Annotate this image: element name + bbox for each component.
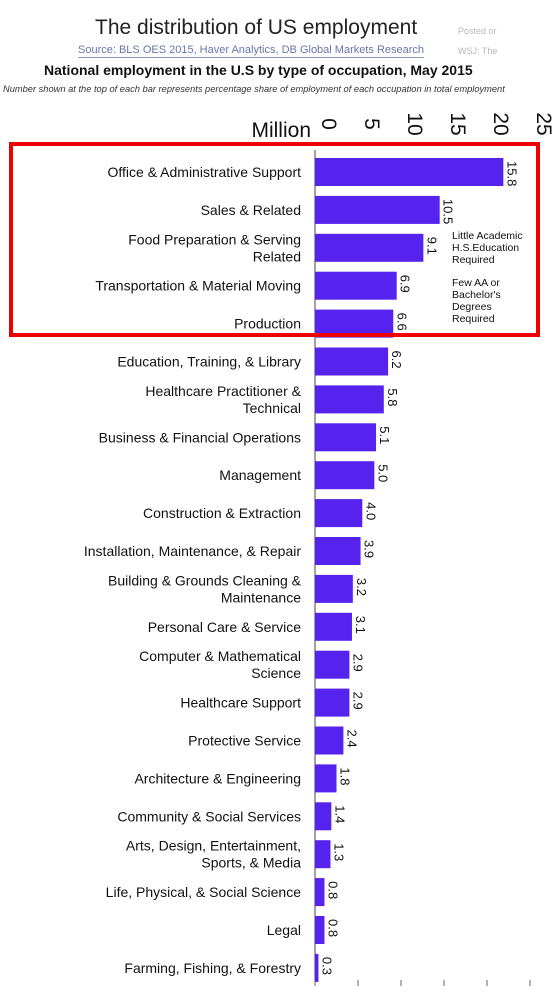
bar bbox=[315, 764, 337, 793]
category-label: Production bbox=[234, 316, 301, 332]
category-label: Legal bbox=[267, 922, 301, 938]
bar bbox=[315, 309, 394, 338]
category-label: Community & Social Services bbox=[117, 808, 301, 824]
category-label: Sales & Related bbox=[201, 202, 301, 218]
annotation-little-academic: Little Academic H.S.Education Required bbox=[452, 230, 523, 266]
chart-title: The distribution of US employment bbox=[95, 16, 418, 39]
category-label: Protective Service bbox=[188, 733, 301, 749]
value-label: 9.1 bbox=[424, 237, 439, 255]
category-label: Life, Physical, & Social Science bbox=[106, 884, 302, 900]
value-label: 6.6 bbox=[394, 313, 409, 331]
tick-label: 20 bbox=[489, 112, 512, 135]
bar bbox=[315, 499, 363, 528]
bar bbox=[315, 688, 350, 717]
value-label: 3.1 bbox=[353, 616, 368, 634]
bar bbox=[315, 840, 331, 869]
category-label: Construction & Extraction bbox=[143, 505, 301, 521]
bar bbox=[315, 461, 375, 490]
value-label: 2.9 bbox=[350, 692, 365, 710]
category-label: Farming, Fishing, & Forestry bbox=[124, 960, 301, 976]
value-label: 2.4 bbox=[344, 730, 359, 748]
value-label: 5.0 bbox=[375, 464, 390, 482]
chart-subtitle: National employment in the U.S by type o… bbox=[44, 62, 473, 78]
category-label: Related bbox=[253, 248, 301, 264]
category-label: Education, Training, & Library bbox=[117, 354, 301, 370]
value-label: 1.4 bbox=[332, 805, 347, 823]
category-label: Business & Financial Operations bbox=[99, 429, 301, 445]
value-label: 3.2 bbox=[354, 578, 369, 596]
category-label: Building & Grounds Cleaning & bbox=[108, 572, 302, 588]
bar bbox=[315, 802, 332, 831]
value-label: 15.8 bbox=[504, 161, 519, 186]
value-label: 0.3 bbox=[319, 957, 334, 975]
category-label: Sports, & Media bbox=[201, 855, 301, 871]
bar bbox=[315, 423, 377, 452]
bar bbox=[315, 953, 319, 982]
category-label: Healthcare Support bbox=[180, 695, 301, 711]
bar bbox=[315, 158, 504, 186]
value-label: 0.8 bbox=[325, 919, 340, 937]
category-label: Computer & Mathematical bbox=[139, 648, 301, 664]
value-label: 0.8 bbox=[325, 881, 340, 899]
category-label: Maintenance bbox=[221, 589, 301, 605]
bar bbox=[315, 878, 325, 907]
category-label: Arts, Design, Entertainment, bbox=[126, 838, 301, 854]
category-label: Management bbox=[219, 467, 301, 483]
category-label: Food Preparation & Serving bbox=[128, 231, 301, 247]
tick-label: 15 bbox=[446, 112, 469, 135]
category-label: Architecture & Engineering bbox=[134, 770, 301, 786]
category-label: Science bbox=[251, 665, 301, 681]
tick-label: 0 bbox=[317, 118, 340, 130]
value-label: 1.3 bbox=[331, 843, 346, 861]
bar bbox=[315, 650, 350, 679]
category-label: Personal Care & Service bbox=[148, 619, 302, 635]
value-label: 5.8 bbox=[385, 388, 400, 406]
annotation-few-degrees: Few AA or Bachelor's Degrees Required bbox=[452, 277, 501, 325]
tick-label: 5 bbox=[360, 118, 383, 130]
value-label: 2.9 bbox=[350, 654, 365, 672]
value-label: 6.9 bbox=[398, 275, 413, 293]
value-label: 3.9 bbox=[362, 540, 377, 558]
value-label: 5.1 bbox=[377, 426, 392, 444]
background-posted-text: Posted or bbox=[458, 26, 497, 36]
highlight-box bbox=[9, 142, 540, 337]
background-wsj-text: WSJ: The bbox=[458, 46, 498, 56]
value-label: 1.8 bbox=[338, 767, 353, 785]
bar bbox=[315, 537, 361, 565]
bar bbox=[315, 347, 389, 376]
bar bbox=[315, 385, 384, 414]
category-label: Technical bbox=[243, 400, 301, 416]
chart-note: Number shown at the top of each bar repr… bbox=[3, 84, 505, 94]
tick-label: 25 bbox=[532, 112, 555, 135]
value-label: 4.0 bbox=[363, 502, 378, 520]
category-label: Transportation & Material Moving bbox=[95, 278, 301, 294]
bar bbox=[315, 233, 424, 262]
bar bbox=[315, 916, 325, 944]
bar bbox=[315, 726, 344, 755]
bar bbox=[315, 612, 352, 641]
chart-source[interactable]: Source: BLS OES 2015, Haver Analytics, D… bbox=[78, 44, 425, 58]
category-label: Office & Administrative Support bbox=[108, 164, 302, 180]
axis-title: Million bbox=[251, 119, 311, 142]
bar bbox=[315, 574, 353, 603]
tick-label: 10 bbox=[403, 112, 426, 135]
value-label: 6.2 bbox=[389, 351, 404, 369]
bar bbox=[315, 195, 440, 224]
value-label: 10.5 bbox=[441, 199, 456, 224]
bar bbox=[315, 271, 397, 300]
category-label: Installation, Maintenance, & Repair bbox=[84, 543, 301, 559]
category-label: Healthcare Practitioner & bbox=[145, 383, 301, 399]
